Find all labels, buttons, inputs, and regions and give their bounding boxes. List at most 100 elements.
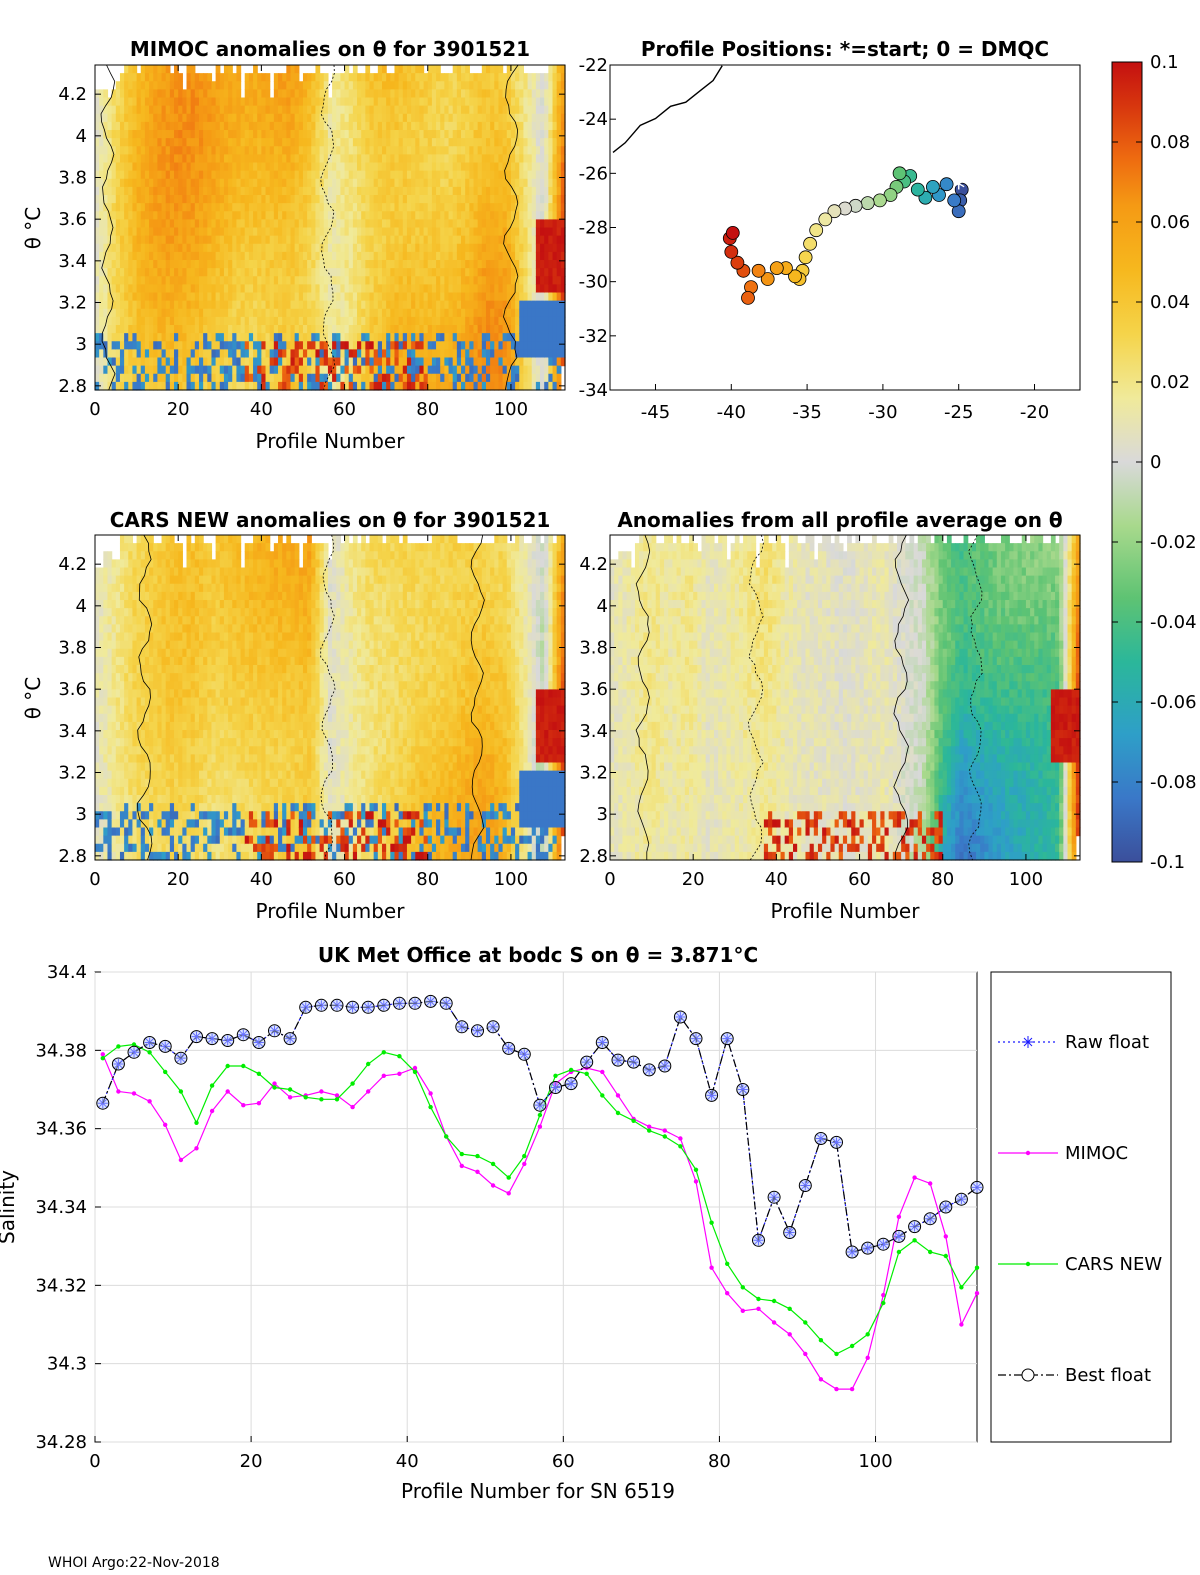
heatmap-cell bbox=[115, 624, 121, 634]
heatmap-cell bbox=[99, 656, 104, 666]
heatmap-cell bbox=[344, 186, 350, 196]
heatmap-cell bbox=[436, 357, 441, 367]
heatmap-cell bbox=[481, 243, 487, 253]
heatmap-cell bbox=[444, 154, 450, 164]
heatmap-cell bbox=[506, 113, 512, 123]
heatmap-cell bbox=[357, 130, 362, 139]
heatmap-cell bbox=[132, 786, 138, 796]
heatmap-cell bbox=[178, 154, 183, 164]
heatmap-cell bbox=[269, 276, 275, 285]
heatmap-cell bbox=[132, 211, 138, 220]
heatmap-cell bbox=[473, 333, 479, 342]
heatmap-cell bbox=[461, 130, 466, 139]
heatmap-cell bbox=[448, 178, 454, 188]
heatmap-cell bbox=[377, 121, 383, 131]
heatmap-cell bbox=[198, 162, 204, 172]
heatmap-cell bbox=[240, 308, 246, 318]
heatmap-cell bbox=[194, 162, 200, 172]
heatmap-cell bbox=[136, 535, 142, 544]
heatmap-cell bbox=[394, 276, 400, 285]
heatmap-cell bbox=[327, 284, 333, 294]
heatmap-cell bbox=[294, 154, 300, 164]
heatmap-cell bbox=[282, 89, 287, 99]
heatmap-cell bbox=[315, 381, 321, 391]
heatmap-cell bbox=[427, 162, 433, 172]
heatmap-cell bbox=[411, 357, 416, 367]
heatmap-cell bbox=[115, 851, 121, 861]
heatmap-cell bbox=[336, 316, 341, 326]
heatmap-cell bbox=[128, 835, 134, 845]
heatmap-cell bbox=[182, 138, 188, 147]
heatmap-cell bbox=[128, 819, 134, 829]
heatmap-cell bbox=[223, 284, 229, 294]
heatmap-cell bbox=[510, 154, 516, 164]
heatmap-cell bbox=[377, 138, 383, 147]
heatmap-cell bbox=[431, 268, 437, 277]
heatmap-cell bbox=[253, 357, 258, 367]
heatmap-cell bbox=[115, 316, 121, 326]
heatmap-cell bbox=[111, 689, 117, 699]
heatmap-cell bbox=[544, 325, 549, 334]
heatmap-cell bbox=[535, 162, 541, 172]
heatmap-cell bbox=[178, 333, 183, 342]
heatmap-cell bbox=[523, 162, 529, 172]
heatmap-cell bbox=[153, 121, 158, 131]
heatmap-cell bbox=[332, 170, 337, 180]
heatmap-cell bbox=[357, 333, 362, 342]
heatmap-cell bbox=[394, 170, 400, 180]
heatmap-cell bbox=[111, 113, 117, 123]
heatmap-cell bbox=[190, 349, 196, 359]
heatmap-cell bbox=[244, 349, 250, 359]
heatmap-cell bbox=[431, 349, 437, 359]
heatmap-cell bbox=[278, 113, 283, 123]
heatmap-cell bbox=[153, 178, 158, 188]
heatmap-cell bbox=[294, 373, 300, 383]
heatmap-cell bbox=[456, 365, 462, 375]
heatmap-cell bbox=[373, 178, 379, 188]
heatmap-cell bbox=[319, 251, 325, 261]
heatmap-cell bbox=[95, 843, 100, 853]
heatmap-cell bbox=[203, 227, 208, 237]
heatmap-cell bbox=[198, 235, 204, 245]
heatmap-cell bbox=[377, 227, 383, 237]
heatmap-cell bbox=[481, 325, 487, 334]
heatmap-cell bbox=[273, 89, 279, 99]
heatmap-cell bbox=[124, 681, 129, 690]
heatmap-cell bbox=[182, 219, 188, 229]
heatmap-cell bbox=[369, 251, 375, 261]
heatmap-cell bbox=[265, 235, 271, 245]
heatmap-cell bbox=[265, 308, 271, 318]
heatmap-cell bbox=[531, 97, 537, 107]
heatmap-cell bbox=[540, 178, 545, 188]
heatmap-cell bbox=[165, 138, 171, 147]
heatmap-cell bbox=[327, 276, 333, 285]
heatmap-cell bbox=[278, 235, 283, 245]
heatmap-cell bbox=[552, 276, 558, 285]
heatmap-cell bbox=[390, 365, 396, 375]
heatmap-cell bbox=[269, 105, 275, 115]
heatmap-cell bbox=[494, 227, 500, 237]
heatmap-cell bbox=[423, 162, 429, 172]
heatmap-cell bbox=[361, 243, 366, 253]
heatmap-cell bbox=[132, 567, 138, 577]
heatmap-cell bbox=[124, 730, 129, 739]
heatmap-cell bbox=[153, 146, 158, 155]
heatmap-cell bbox=[502, 105, 508, 115]
heatmap-cell bbox=[111, 130, 117, 139]
heatmap-cell bbox=[302, 276, 308, 285]
heatmap-cell bbox=[174, 195, 179, 204]
heatmap-cell bbox=[373, 292, 379, 302]
heatmap-cell bbox=[124, 543, 129, 552]
heatmap-cell bbox=[506, 365, 512, 375]
heatmap-cell bbox=[411, 341, 416, 350]
heatmap-cell bbox=[319, 130, 325, 139]
heatmap-cell bbox=[194, 251, 200, 261]
heatmap-cell bbox=[465, 97, 470, 107]
heatmap-cell bbox=[327, 268, 333, 277]
heatmap-cell bbox=[198, 365, 204, 375]
heatmap-cell bbox=[373, 260, 379, 269]
heatmap-cell bbox=[506, 195, 512, 204]
heatmap-cell bbox=[111, 673, 117, 682]
heatmap-cell bbox=[253, 316, 258, 326]
heatmap-cell bbox=[124, 203, 129, 212]
